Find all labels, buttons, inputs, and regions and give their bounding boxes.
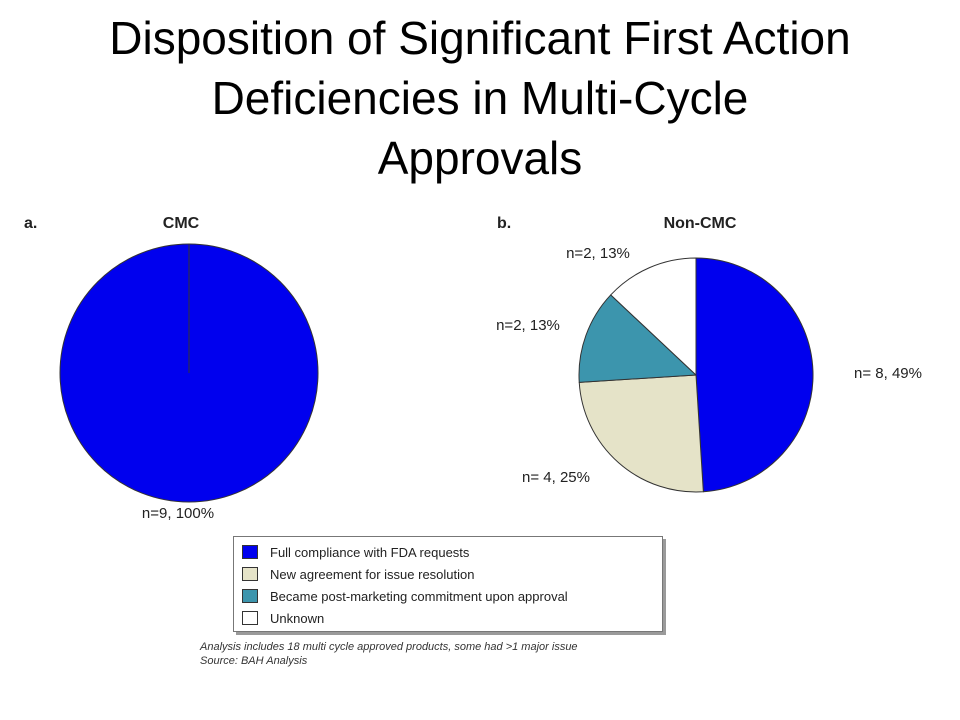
slice-label-became-post-marketing-commitment-upon-approval: n=2, 13% [496,317,560,334]
legend-swatch [242,589,258,603]
legend-item-unknown: Unknown [242,607,662,629]
pie-slice-unknown [610,257,697,376]
footnote-analysis: Analysis includes 18 multi cycle approve… [200,641,578,653]
legend-label: New agreement for issue resolution [270,566,475,582]
legend-item-full-compliance: Full compliance with FDA requests [242,541,662,563]
pie-slice-became-post-marketing-commitment-upon-approval [578,294,697,383]
footnote: Analysis includes 18 multi cycle approve… [200,640,578,668]
pie-slice-new-agreement-for-issue-resolution [578,374,704,493]
slice-label-new-agreement-for-issue-resolution: n= 4, 25% [522,469,590,486]
slice-label-full-compliance-with-fda-requests: n=9, 100% [142,505,214,522]
slide-title: Disposition of Significant First Action … [0,8,960,188]
legend-label: Full compliance with FDA requests [270,544,470,560]
legend-swatch [242,611,258,625]
legend-swatch [242,545,258,559]
title-line-3: Approvals [377,132,583,184]
footnote-source: Source: BAH Analysis [200,655,308,667]
legend-label: Unknown [270,610,325,626]
chart-title: Non-CMC [664,215,737,232]
pie-chart-cmc: a. CMC n=9, 100% [24,215,319,522]
chart-title: CMC [163,215,200,232]
panel-letter: a. [24,215,37,232]
legend-swatch [242,567,258,581]
title-line-2: Deficiencies in Multi-Cycle [211,72,749,124]
pie-chart-non-cmc: b. Non-CMC n= 8, 49% n= 4, 25% n=2, 13% n=2, … [496,215,922,493]
legend-label: Became post-marketing commitment upon ap… [270,588,568,604]
legend-item-new-agreement: New agreement for issue resolution [242,563,662,585]
slice-label-full-compliance-with-fda-requests: n= 8, 49% [854,365,922,382]
slice-label-unknown: n=2, 13% [566,245,630,262]
pie-slice-full-compliance-with-fda-requests [695,257,814,493]
legend-item-post-marketing: Became post-marketing commitment upon ap… [242,585,662,607]
legend: Full compliance with FDA requests New ag… [233,536,663,632]
panel-letter: b. [497,215,511,232]
title-line-1: Disposition of Significant First Action [109,12,851,64]
